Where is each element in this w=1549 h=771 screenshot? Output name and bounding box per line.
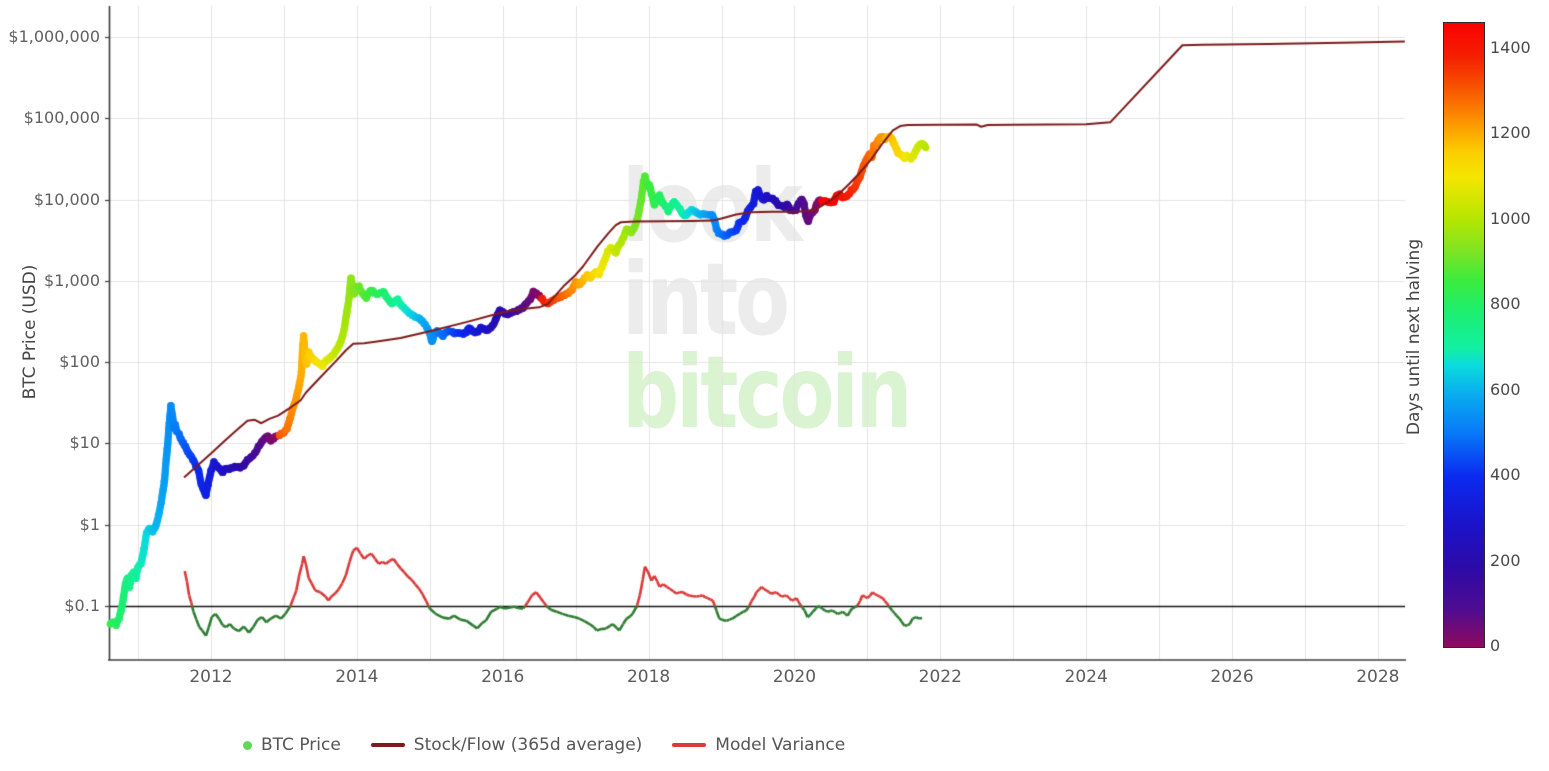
- colorbar-tick-label: 400: [1490, 465, 1521, 485]
- btc-price-dot-icon: [243, 740, 252, 750]
- legend-item-btc-price[interactable]: BTC Price: [243, 735, 341, 755]
- colorbar-gradient: [1443, 22, 1485, 648]
- legend: BTC Price Stock/Flow (365d average) Mode…: [243, 735, 845, 755]
- legend-item-stock-flow[interactable]: Stock/Flow (365d average): [370, 735, 643, 755]
- x-tick-label: 2026: [1210, 667, 1254, 687]
- y-tick-label: $100: [59, 352, 100, 372]
- legend-item-model-variance[interactable]: Model Variance: [672, 735, 845, 755]
- x-tick-label: 2014: [335, 667, 379, 687]
- legend-label: BTC Price: [261, 735, 341, 755]
- colorbar-tick-label: 1000: [1490, 208, 1531, 228]
- legend-label: Model Variance: [715, 735, 846, 755]
- x-tick-label: 2022: [918, 667, 962, 687]
- x-tick-label: 2018: [626, 667, 671, 687]
- y-tick-label: $1,000: [44, 270, 100, 290]
- colorbar-tick-label: 800: [1490, 294, 1521, 314]
- x-tick-label: 2024: [1064, 667, 1108, 687]
- x-tick-label: 2012: [189, 667, 233, 687]
- y-tick-label: $100,000: [23, 108, 100, 128]
- colorbar-title: Days until next halving: [1404, 238, 1424, 436]
- x-tick-label: 2016: [481, 667, 525, 687]
- colorbar-tick-label: 200: [1490, 550, 1521, 570]
- colorbar-tick-label: 1200: [1490, 123, 1531, 143]
- colorbar-tick-label: 1400: [1490, 37, 1531, 57]
- legend-label: Stock/Flow (365d average): [413, 735, 643, 755]
- y-tick-label: $10: [69, 433, 100, 453]
- y-tick-label: $10,000: [33, 189, 100, 209]
- y-tick-label: $0.1: [64, 596, 100, 615]
- x-tick-label: 2020: [772, 667, 817, 687]
- colorbar-tick-label: 0: [1490, 636, 1501, 655]
- y-tick-label: $1,000,000: [8, 26, 100, 46]
- model-variance-line-icon: [672, 743, 707, 747]
- y-tick-label: $1: [79, 514, 100, 534]
- x-tick-label: 2028: [1356, 667, 1400, 687]
- colorbar-tick-label: 600: [1490, 379, 1521, 399]
- stock-flow-line-icon: [370, 743, 405, 747]
